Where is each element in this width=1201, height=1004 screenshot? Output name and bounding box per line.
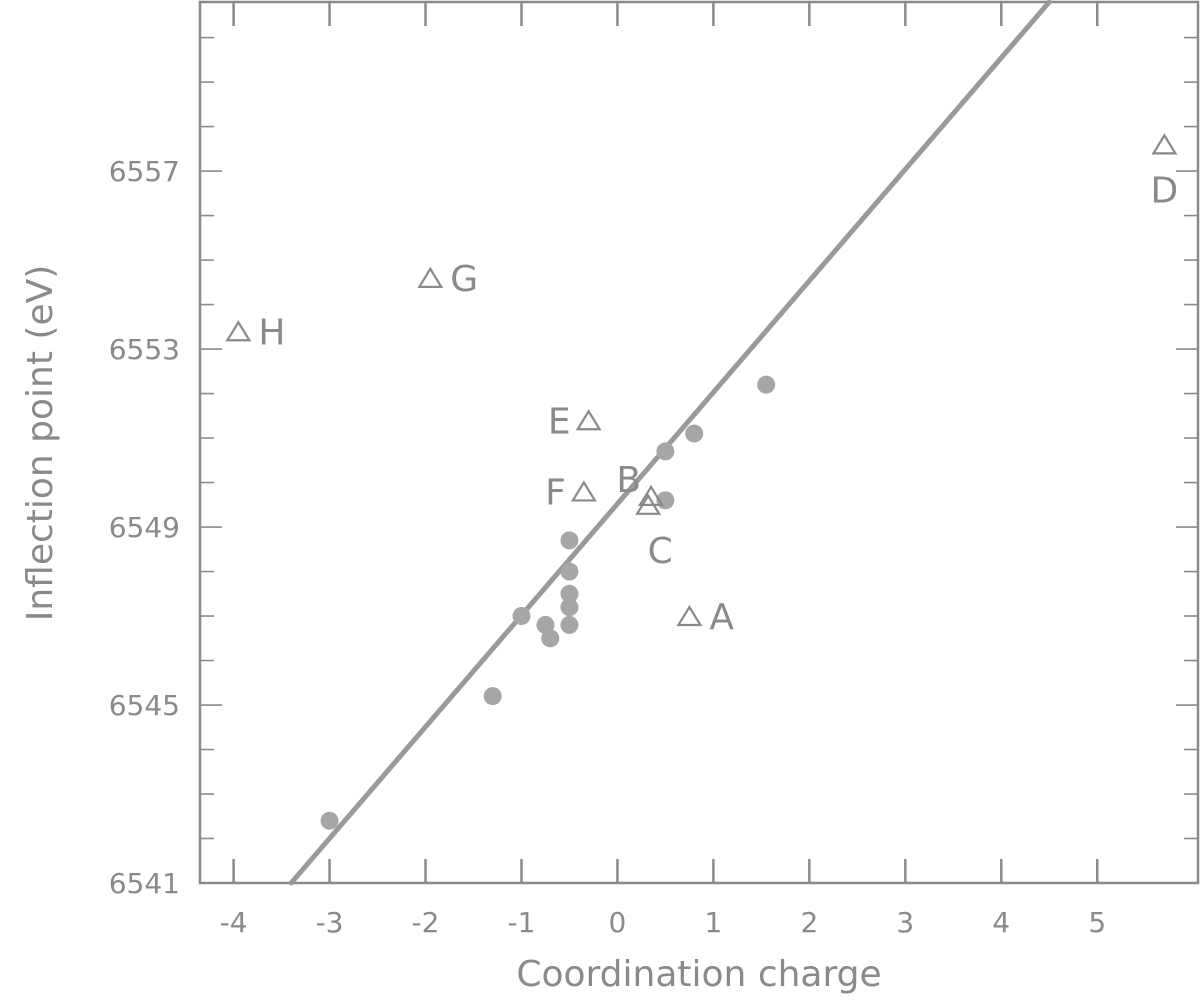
x-tick-label: -4 [220,906,248,939]
circle-point [483,687,502,706]
point-label: G [450,259,478,300]
triangle-point [417,266,444,288]
x-tick-label: 2 [800,906,818,939]
circle-point [757,375,776,394]
y-tick-label: 6557 [109,155,180,188]
triangle-point [575,409,602,431]
axis-ticks [200,2,1198,884]
triangle-point [570,480,597,502]
point-label: H [258,312,285,353]
circle-point [560,562,579,581]
x-tick-label: 4 [992,906,1010,939]
triangle-point [1151,133,1178,155]
y-tick-label: 6553 [109,333,180,366]
point-label: D [1151,170,1179,211]
point-label: B [616,460,641,501]
x-axis-title: Coordination charge [516,954,881,995]
x-tick-label: -3 [316,906,344,939]
circle-point [656,442,675,461]
x-tick-label: 1 [704,906,722,939]
x-tick-label: 5 [1088,906,1106,939]
circle-point [685,424,704,443]
x-tick-label: 0 [609,906,627,939]
fit-line [288,0,1052,886]
y-axis-title: Inflection point (eV) [20,265,61,622]
x-axis-tick-labels: -4 -3 -2 -1 0 1 2 3 4 5 [220,906,1107,939]
triangle-point [225,320,252,342]
y-tick-label: 6541 [109,867,180,900]
y-tick-label: 6549 [109,511,180,544]
y-tick-label: 6545 [109,689,180,722]
circle-point [560,598,579,617]
point-label: C [648,531,673,572]
circle-point [560,615,579,634]
y-axis-tick-labels: 6541 6545 6549 6553 6557 [109,155,180,900]
circle-point [560,584,579,603]
data-points: A BC D EF G H [225,133,1179,830]
circle-point [560,531,579,550]
point-label: F [545,472,566,513]
triangle-point [635,493,662,515]
triangle-point [676,604,703,627]
x-tick-label: -2 [412,906,440,939]
plot-frame [198,0,1200,885]
triangle-point [638,484,664,506]
circle-point [512,607,531,626]
point-label: E [548,401,571,442]
fit-line-group [288,0,1052,886]
circle-point [541,629,560,648]
point-label: A [709,597,734,638]
x-tick-label: 3 [896,906,914,939]
x-tick-label: -1 [508,906,536,939]
circle-point [320,811,339,830]
